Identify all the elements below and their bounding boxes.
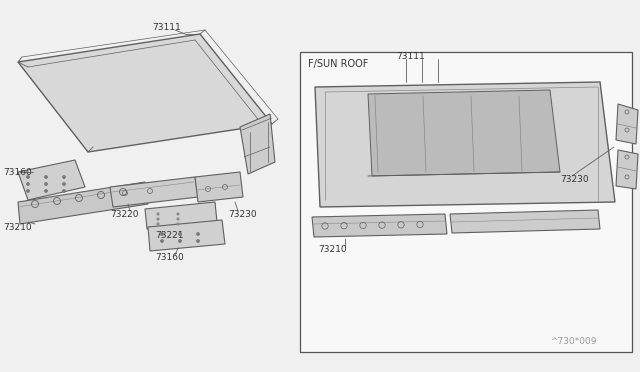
Polygon shape: [450, 210, 600, 233]
Circle shape: [45, 189, 47, 192]
Circle shape: [157, 213, 159, 215]
Text: ^730*009: ^730*009: [550, 337, 596, 346]
Text: 73111: 73111: [396, 51, 425, 61]
Text: 73210: 73210: [318, 246, 347, 254]
Text: F/SUN ROOF: F/SUN ROOF: [308, 59, 369, 69]
Circle shape: [63, 176, 65, 179]
Circle shape: [157, 223, 159, 225]
Text: 73160: 73160: [155, 253, 184, 263]
Circle shape: [196, 232, 200, 235]
Polygon shape: [110, 177, 198, 207]
Polygon shape: [18, 34, 272, 152]
Circle shape: [157, 218, 159, 220]
Text: 73160: 73160: [3, 167, 32, 176]
Text: 73210: 73210: [3, 222, 31, 231]
Polygon shape: [616, 150, 638, 189]
Polygon shape: [368, 90, 560, 176]
Polygon shape: [312, 214, 447, 237]
Polygon shape: [240, 114, 275, 174]
Polygon shape: [148, 220, 225, 251]
Text: 73220: 73220: [110, 209, 138, 218]
Circle shape: [161, 240, 163, 243]
Text: 73111: 73111: [152, 22, 180, 32]
Circle shape: [177, 218, 179, 220]
Text: 73230: 73230: [228, 209, 257, 218]
Polygon shape: [145, 202, 217, 229]
Circle shape: [26, 189, 29, 192]
Text: 73230: 73230: [560, 174, 589, 183]
Circle shape: [179, 232, 182, 235]
Polygon shape: [616, 104, 638, 144]
Circle shape: [179, 240, 182, 243]
Polygon shape: [195, 172, 243, 202]
Circle shape: [26, 176, 29, 179]
Text: 73221: 73221: [155, 231, 184, 240]
Polygon shape: [18, 160, 85, 200]
Circle shape: [26, 183, 29, 186]
Circle shape: [63, 183, 65, 186]
Circle shape: [63, 189, 65, 192]
Circle shape: [161, 232, 163, 235]
Bar: [300, 52, 632, 352]
Circle shape: [45, 176, 47, 179]
Circle shape: [45, 183, 47, 186]
Circle shape: [177, 223, 179, 225]
Polygon shape: [315, 82, 615, 207]
Polygon shape: [18, 182, 148, 224]
Circle shape: [196, 240, 200, 243]
Circle shape: [177, 213, 179, 215]
